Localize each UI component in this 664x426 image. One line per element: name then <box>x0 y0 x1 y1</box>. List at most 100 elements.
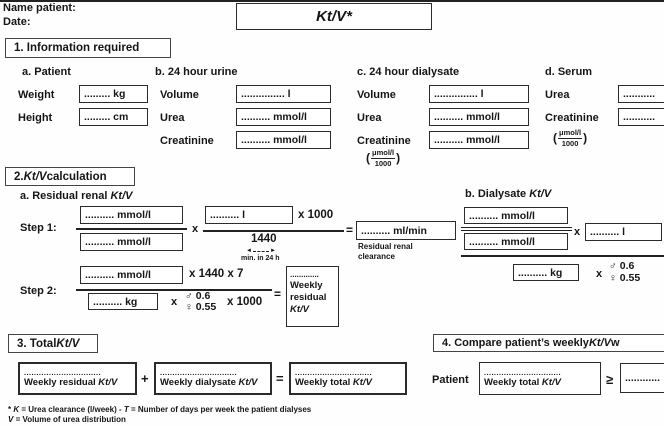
arrow-left-icon: ◄ <box>246 248 252 254</box>
target-ktv-field[interactable]: ............ <box>620 363 664 393</box>
dialysate-volume-calc-field[interactable]: .......... l <box>585 223 662 241</box>
patient-weekly-total-dots: ............................... <box>484 368 561 378</box>
dialysate-urea-field[interactable]: .......... mmol/l <box>429 108 529 126</box>
weekly-residual-ktv-field[interactable]: ............................... Weekly r… <box>18 362 137 395</box>
urine-creatinine-field[interactable]: .......... mmol/l <box>236 131 331 149</box>
patient-weekly-total-field[interactable]: ............................... Weekly t… <box>479 362 601 395</box>
section3-equals-operator: = <box>276 371 284 386</box>
weekly-dialysate-ktv-field[interactable]: ............................... Weekly d… <box>154 362 272 395</box>
step2-result-field[interactable]: ............. Weekly residual Kt/V <box>286 266 339 327</box>
paren-open: ( <box>553 131 557 145</box>
section3-title-pre: 3. Total <box>17 337 57 350</box>
section1-title: 1. Information required <box>14 42 140 54</box>
weekly-total-ktv-field[interactable]: ............................... Weekly t… <box>289 362 407 395</box>
patient-weekly-total-pre: Weekly total <box>484 376 542 388</box>
residual-renal-subtitle: a. Residual renal Kt/V <box>20 190 132 202</box>
height-field[interactable]: ......... cm <box>79 108 148 126</box>
dialysate-times2-operator: x <box>596 268 603 280</box>
step2-male-factor: ♂ 0.6 <box>185 290 211 302</box>
dialysate-long-fraction-bar <box>461 255 664 257</box>
column-d-title: d. Serum <box>545 66 593 78</box>
footnote-k-text: = Urea clearance (l/week) - <box>19 405 124 414</box>
serum-creatinine-field[interactable]: ........... <box>618 108 664 126</box>
step1-times-operator: x <box>192 223 199 235</box>
weekly-dialysate-dots: ............................... <box>160 368 237 378</box>
footnote-k-italic: K <box>13 405 20 414</box>
section4-title-italic: Kt/V <box>588 337 611 349</box>
dialysate-volume-field[interactable]: ............... l <box>429 85 529 103</box>
residual-subtitle-italic: Kt/V <box>110 190 133 202</box>
weekly-dialysate-label: Weekly dialysate Kt/V <box>160 377 266 388</box>
weekly-residual-dots: ............................... <box>24 368 101 378</box>
weekly-residual-label: Weekly residual Kt/V <box>24 377 131 388</box>
serum-urea-field[interactable]: ........... <box>618 85 664 103</box>
height-label: Height <box>18 112 53 124</box>
column-a-title: a. Patient <box>22 66 71 78</box>
step2-result-word2: residual <box>290 291 327 303</box>
weekly-residual-italic: Kt/V <box>98 376 118 388</box>
name-patient-label: Name patient: <box>3 2 76 14</box>
step1-frac1-numerator-field[interactable]: .......... mmol/l <box>80 206 183 224</box>
paren-open: ( <box>366 151 370 165</box>
urine-volume-field[interactable]: ............... l <box>236 85 331 103</box>
unit-numerator: μmol/l <box>558 128 583 139</box>
column-b-title: b. 24 hour urine <box>155 66 238 78</box>
weight-label: Weight <box>18 89 55 101</box>
unit-fraction: μmol/l 1000 <box>558 128 583 147</box>
step2-x1000-factor: x 1000 <box>227 296 263 308</box>
step1-label: Step 1: <box>20 222 57 234</box>
step1-1440-value: 1440 <box>251 233 277 245</box>
weekly-total-label: Weekly total Kt/V <box>295 377 401 388</box>
section4-title-pre: 4. Compare patient’s weekly <box>442 337 589 349</box>
form-title-box: Kt/V* <box>236 3 432 30</box>
step1-result-field[interactable]: .......... ml/min <box>356 221 456 240</box>
weekly-total-italic: Kt/V <box>352 376 372 388</box>
section2-title-pre: 2. <box>14 170 24 183</box>
footnote-v-text: = Volume of urea distribution <box>13 415 126 424</box>
unit-numerator: μmol/l <box>371 148 396 159</box>
weekly-dialysate-pre: Weekly dialysate <box>160 376 239 388</box>
section2-title-post: calculation <box>46 170 107 183</box>
step1-minutes-note: min. in 24 h <box>241 255 280 262</box>
dialysate-urea-label: Urea <box>357 112 382 124</box>
unit-denominator: 1000 <box>374 158 392 168</box>
step2-fraction-bar <box>76 289 272 291</box>
footnote-t-text: = Number of days per week the patient di… <box>128 405 312 414</box>
weight-field[interactable]: ......... kg <box>79 85 148 103</box>
paren-close: ) <box>583 131 588 145</box>
serum-urea-label: Urea <box>545 89 570 101</box>
dialysate-weight-field[interactable]: .......... kg <box>513 264 579 281</box>
step2-result-ktv: Kt/V <box>290 303 309 315</box>
step2-numerator-field[interactable]: .......... mmol/l <box>80 266 183 284</box>
dialysate-frac-numerator-field[interactable]: .......... mmol/l <box>464 207 568 224</box>
plus-operator: + <box>141 371 149 386</box>
step2-weight-field[interactable]: .......... kg <box>88 293 158 310</box>
step1-frac1-denominator-field[interactable]: .......... mmol/l <box>80 233 183 251</box>
step1-frac2-bar <box>203 230 344 232</box>
patient-weekly-total-label: Weekly total Kt/V <box>484 377 596 388</box>
form-title: Kt/V* <box>316 8 352 25</box>
urine-urea-label: Urea <box>160 112 185 124</box>
section3-title-italic: Kt/V <box>56 337 80 350</box>
dialysate-creatinine-unit-note: ( μmol/l 1000 ) <box>366 149 400 167</box>
urine-volume-label: Volume <box>160 89 199 101</box>
step1-result-caption-line2: clearance <box>358 252 395 261</box>
footnote-line2: V = Volume of urea distribution <box>8 415 126 424</box>
urine-urea-field[interactable]: .......... mmol/l <box>236 108 331 126</box>
section4-title-box: 4. Compare patient’s weekly Kt/V w <box>433 334 664 352</box>
section3-title-box: 3. Total Kt/V <box>8 334 98 353</box>
dashed-span-arrow-icon: ◄ ► <box>246 248 276 254</box>
step2-result-word1: Weekly <box>290 280 323 291</box>
dialysate-frac-denominator-field[interactable]: .......... mmol/l <box>464 233 568 250</box>
dialysate-creatinine-field[interactable]: .......... mmol/l <box>429 131 529 149</box>
dialysate-ktv-subtitle: b. Dialysate Kt/V <box>465 188 551 200</box>
column-c-title: c. 24 hour dialysate <box>357 66 460 78</box>
step2-numerator-factor: x 1440 x 7 <box>189 268 244 280</box>
patient-weekly-total-italic: Kt/V <box>541 376 561 388</box>
step1-volume-field[interactable]: .......... l <box>205 206 293 224</box>
footnote-t-italic: T <box>123 405 129 414</box>
dialysate-subtitle-pre: b. Dialysate <box>465 188 530 200</box>
step2-label: Step 2: <box>20 285 57 297</box>
residual-subtitle-pre: a. Residual renal <box>20 190 111 202</box>
